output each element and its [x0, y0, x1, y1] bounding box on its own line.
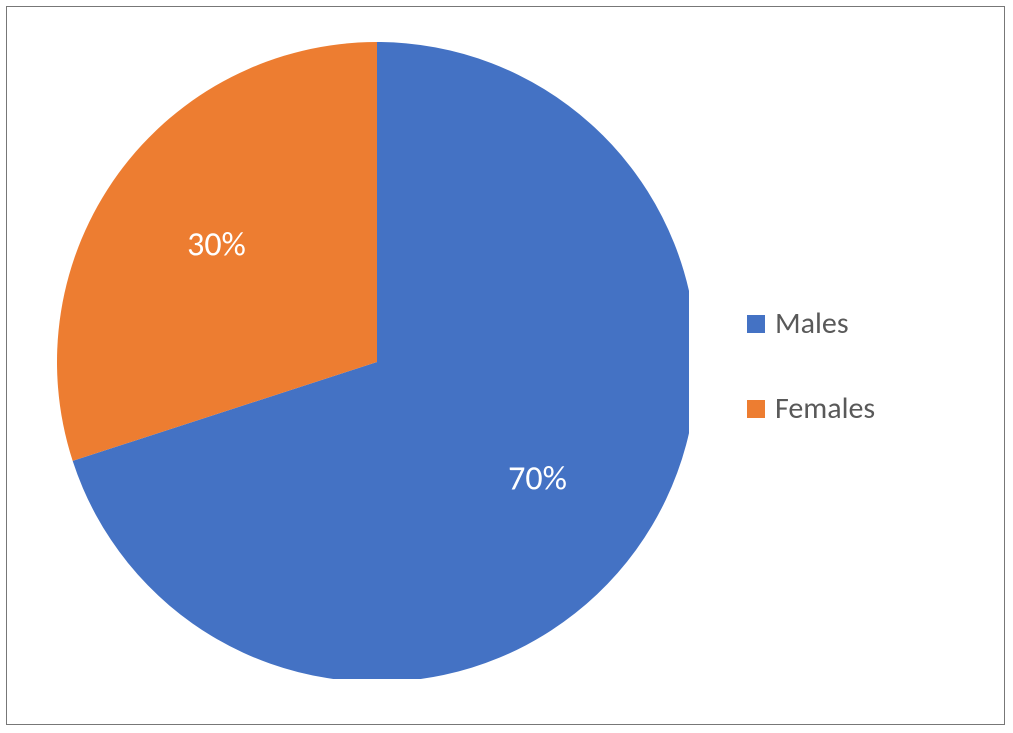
pie-plot-area	[49, 39, 689, 679]
legend-item-females: Females	[747, 390, 875, 427]
legend-label-females: Females	[775, 390, 875, 427]
legend-item-males: Males	[747, 305, 875, 342]
chart-frame: Males Females 70% 30%	[6, 6, 1005, 725]
pie-chart	[49, 39, 689, 679]
legend: Males Females	[747, 305, 875, 427]
legend-label-males: Males	[775, 305, 849, 342]
legend-swatch-males	[747, 315, 765, 333]
legend-swatch-females	[747, 400, 765, 418]
